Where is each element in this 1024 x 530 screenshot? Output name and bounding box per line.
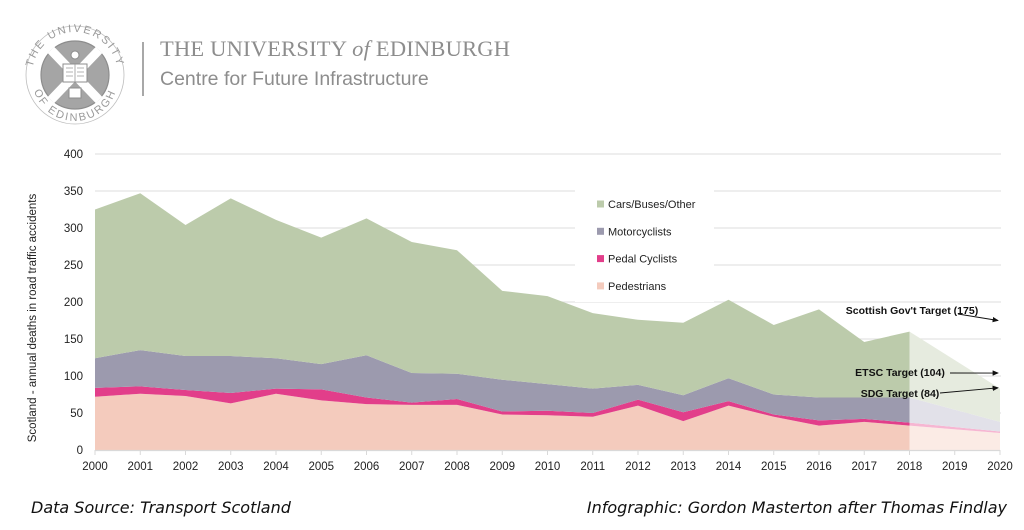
stacked-areas [95, 193, 910, 450]
x-tick-label-2004: 2004 [263, 461, 289, 473]
projection-areas [909, 331, 1000, 450]
y-tick-labels: 0 50 100 150 200 250 300 350 400 [64, 149, 83, 457]
y-tick-label-400: 400 [64, 149, 83, 161]
y-tick-label-150: 150 [64, 334, 83, 346]
x-tick-label-2000: 2000 [82, 461, 108, 473]
x-tick-label-2017: 2017 [851, 461, 877, 473]
annotation-label-1: Scottish Gov't Target (175) [846, 305, 978, 317]
infographic-credit: Infographic: Gordon Masterton after Thom… [586, 498, 1007, 517]
x-tick-label-2001: 2001 [127, 461, 153, 473]
x-tick-label-2010: 2010 [535, 461, 561, 473]
area-pedestrians [95, 393, 910, 450]
target-annotations: Scottish Gov't Target (175) ETSC Target (… [846, 305, 999, 400]
x-tick-label-2002: 2002 [173, 461, 199, 473]
x-tick-label-2014: 2014 [716, 461, 742, 473]
x-tick-label-2012: 2012 [625, 461, 651, 473]
university-title-post: EDINBURGH [375, 36, 511, 61]
area-motorcyclists [95, 350, 910, 423]
header: THE UNIVERSITY OF EDINBURGH THE UNIVERSI… [0, 0, 520, 130]
y-tick-label-100: 100 [64, 371, 83, 383]
legend-label-pedestrians: Pedestrians [608, 281, 667, 293]
centre-subtitle: Centre for Future Infrastructure [160, 68, 429, 90]
legend-label-motorcyclists: Motorcyclists [608, 226, 672, 238]
annotation-label-3: SDG Target (84) [861, 388, 940, 400]
legend-label-pedal-cyclists: Pedal Cyclists [608, 254, 678, 266]
y-axis-label: Scotland - annual deaths in road traffic… [27, 194, 39, 443]
y-tick-label-250: 250 [64, 260, 83, 272]
y-tick-label-200: 200 [64, 297, 83, 309]
x-tick-label-2016: 2016 [806, 461, 832, 473]
x-tick-label-2011: 2011 [580, 461, 605, 473]
legend-swatch-pedal-cyclists [597, 255, 604, 263]
legend-label-cars: Cars/Buses/Other [608, 199, 696, 211]
university-seal-logo: THE UNIVERSITY OF EDINBURGH [24, 23, 125, 125]
legend-swatch-pedestrians [597, 282, 604, 290]
university-title-of: of [352, 36, 371, 61]
projection-area-pedestrians [909, 425, 1000, 450]
x-tick-label-2005: 2005 [308, 461, 334, 473]
x-tick-labels: 2000 2001 2002 2003 2004 2005 2006 2007 2008 2009… [82, 461, 1013, 473]
y-tick-label-350: 350 [64, 186, 83, 198]
annotation-arrow-1 [957, 313, 999, 323]
x-tick-label-2019: 2019 [942, 461, 968, 473]
data-source-note: Data Source: Transport Scotland [31, 498, 291, 517]
x-tick-label-2008: 2008 [444, 461, 470, 473]
x-tick-label-2007: 2007 [399, 461, 425, 473]
axes [94, 449, 1001, 455]
projection-area-cars [909, 331, 1000, 422]
logo-divider [142, 42, 144, 96]
x-tick-label-2009: 2009 [489, 461, 515, 473]
university-title-pre: THE UNIVERSITY [160, 36, 347, 61]
y-tick-label-0: 0 [77, 445, 83, 457]
projection-area-pedal-cyclists [909, 422, 1000, 433]
x-tick-label-2006: 2006 [354, 461, 380, 473]
area-cars [95, 193, 910, 398]
x-tick-label-2020: 2020 [987, 461, 1013, 473]
legend-swatch-motorcyclists [597, 227, 604, 235]
annotation-label-2: ETSC Target (104) [855, 367, 945, 379]
annotation-arrow-3 [939, 385, 999, 394]
projection-area-motorcyclists [909, 397, 1000, 432]
legend-swatch-cars [597, 200, 604, 208]
x-tick-label-2003: 2003 [218, 461, 244, 473]
university-title: THE UNIVERSITY of EDINBURGH [160, 36, 510, 62]
y-tick-label-300: 300 [64, 223, 83, 235]
x-tick-label-2015: 2015 [761, 461, 787, 473]
area-pedal-cyclists [95, 386, 910, 426]
x-tick-label-2018: 2018 [897, 461, 923, 473]
legend: Cars/Buses/Other Motorcyclists Pedal Cycli… [575, 185, 714, 302]
y-tick-label-50: 50 [70, 408, 83, 420]
x-tick-label-2013: 2013 [670, 461, 696, 473]
